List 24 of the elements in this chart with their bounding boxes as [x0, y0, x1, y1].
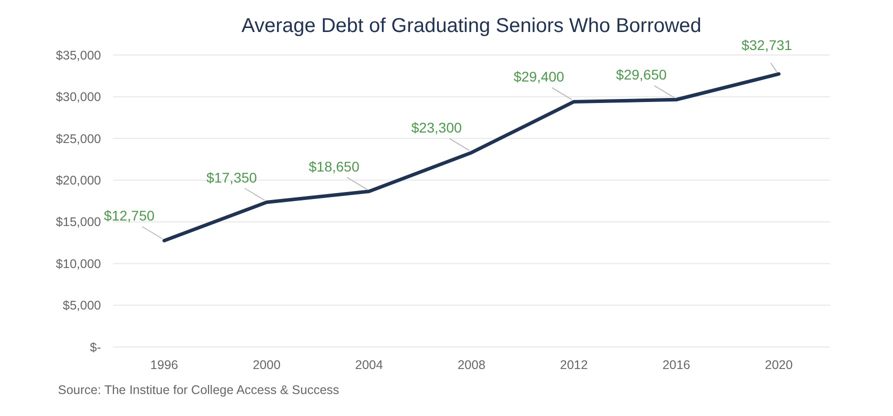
x-tick-label: 2016 [662, 358, 690, 372]
y-tick-label: $15,000 [56, 215, 102, 230]
data-label: $17,350 [206, 169, 258, 186]
data-label: $12,750 [104, 208, 155, 224]
source-note: Source: The Institue for College Access & Success [58, 383, 340, 397]
x-tick-label: 2020 [764, 358, 793, 372]
x-tick-label: 2008 [458, 358, 486, 372]
y-tick-label: $- [90, 340, 101, 354]
y-tick-label: $35,000 [56, 48, 102, 62]
y-tick-label: $25,000 [56, 132, 102, 146]
x-tick-label: 2000 [252, 358, 281, 372]
chart-title: Average Debt of Graduating Seniors Who Borrowed [242, 15, 702, 37]
data-label: $18,650 [308, 158, 360, 174]
data-label: $29,400 [514, 68, 564, 85]
x-tick-label: 2004 [355, 358, 384, 372]
data-label: $23,300 [411, 120, 462, 136]
data-label: $32,731 [741, 36, 792, 53]
y-tick-label: $5,000 [62, 298, 102, 313]
x-tick-label: 2012 [560, 358, 588, 372]
y-tick-label: $30,000 [56, 90, 102, 104]
data-label: $29,650 [616, 66, 667, 83]
x-tick-label: 1996 [150, 358, 178, 372]
y-tick-label: $20,000 [56, 174, 102, 188]
y-tick-label: $10,000 [56, 256, 102, 271]
